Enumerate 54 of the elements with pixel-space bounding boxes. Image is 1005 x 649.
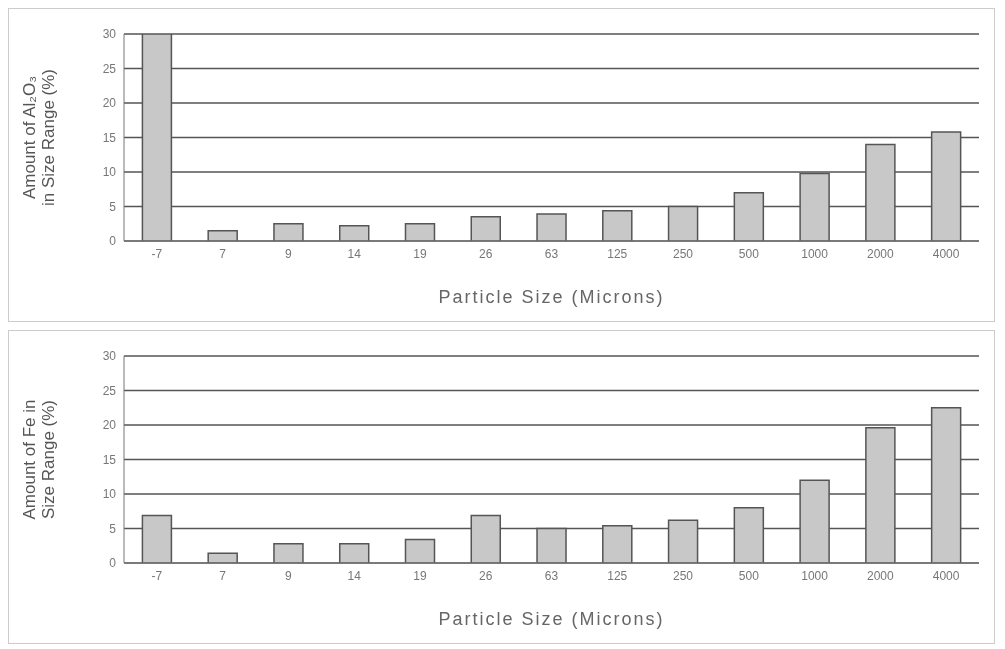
x-tick-label: 26 [479,568,493,583]
x-tick-label: -7 [151,568,163,583]
bar [404,223,436,241]
x-tick-label: 250 [673,246,694,261]
y-tick-label: 15 [102,452,117,467]
x-tick-label: 125 [607,246,628,261]
x-tick-label: 500 [738,246,760,261]
x-tick-label: 4000 [932,246,960,261]
y-tick-label: 20 [102,96,117,111]
y-tick-label: 15 [102,130,117,145]
x-tick-label: 7 [219,568,227,583]
y-axis-title: Amount of Al₂O₃ in Size Range (%) [20,68,58,207]
y-tick-label: 25 [102,61,117,76]
x-tick-label: 14 [347,246,362,261]
x-tick-label: 125 [607,568,628,583]
x-tick-label: -7 [151,246,163,261]
x-tick-label: 9 [285,568,293,583]
x-tick-label: 63 [544,246,559,261]
x-tick-label: 2000 [866,568,895,583]
bar [536,213,567,241]
x-tick-label: 1000 [801,568,829,583]
bar [273,542,304,563]
y-tick-label: 0 [109,556,117,571]
y-tick-label: 25 [102,383,117,398]
x-tick-label: 14 [347,568,362,583]
y-tick-label: 5 [109,521,117,536]
x-tick-label: 250 [673,568,694,583]
bar [207,229,238,241]
bar [404,538,436,563]
x-tick-label: 500 [738,568,760,583]
y-tick-label: 10 [102,487,117,502]
bar [273,223,304,241]
y-tick-label: 20 [102,418,117,433]
bar [338,542,370,563]
x-axis-title: Particle Size (Microns) [438,609,665,629]
y-tick-label: 10 [102,165,117,180]
y-tick-label: 5 [109,199,117,214]
x-tick-label: 19 [413,246,427,261]
x-tick-label: 2000 [866,246,895,261]
bar [338,225,370,241]
x-tick-label: 26 [479,246,493,261]
bar [470,216,502,241]
x-tick-label: 63 [544,568,559,583]
y-axis-title: Amount of Fe in Size Range (%) [20,399,58,520]
x-tick-label: 1000 [801,246,829,261]
y-tick-label: 0 [109,234,117,249]
x-tick-label: 9 [285,246,293,261]
y-tick-label: 30 [102,27,117,42]
x-tick-label: 7 [219,246,227,261]
y-tick-label: 30 [102,349,117,364]
x-tick-label: 19 [413,568,427,583]
x-axis-title: Particle Size (Microns) [438,287,665,307]
x-tick-label: 4000 [932,568,960,583]
bar [602,209,633,241]
